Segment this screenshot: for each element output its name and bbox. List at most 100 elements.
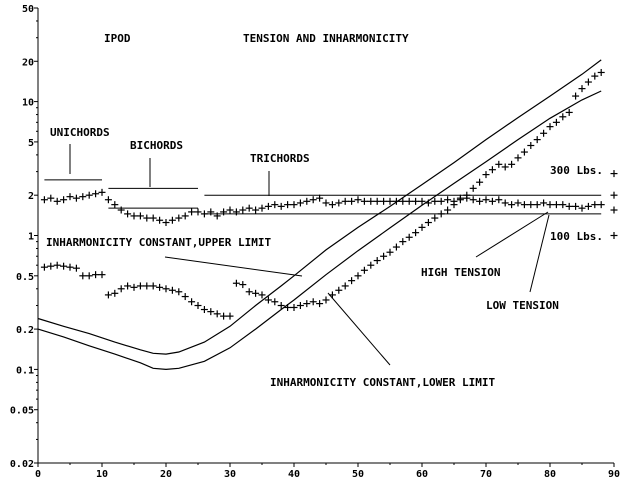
data-point	[335, 199, 343, 207]
data-point	[514, 199, 522, 207]
data-point	[124, 210, 132, 218]
data-point	[136, 212, 144, 220]
data-point	[168, 286, 176, 294]
data-point	[482, 171, 490, 179]
y-tick-label: 10	[22, 98, 34, 109]
leader-lower-limit	[327, 292, 391, 366]
data-point	[610, 170, 618, 178]
x-tick-label: 50	[352, 469, 364, 480]
y-tick-label: 0.1	[16, 365, 34, 376]
data-point	[412, 229, 420, 237]
data-point	[264, 202, 272, 210]
data-point	[328, 201, 336, 209]
annotation-leader-lines	[69, 144, 550, 366]
label-low-tension: LOW TENSION	[486, 299, 559, 312]
y-tick-label: 5	[28, 138, 34, 149]
data-point	[540, 199, 548, 207]
data-point	[207, 308, 215, 316]
leader-upper-limit	[164, 256, 303, 277]
data-point	[188, 208, 196, 216]
label-100-lbs: 100 Lbs.	[550, 230, 603, 243]
data-point	[130, 283, 138, 291]
data-point	[354, 272, 362, 280]
data-point	[386, 197, 394, 205]
data-point	[104, 196, 112, 204]
data-point	[527, 201, 535, 209]
data-point	[508, 160, 516, 168]
data-point	[47, 262, 55, 270]
x-tick-label: 10	[96, 469, 108, 480]
data-point	[437, 210, 445, 218]
data-point	[469, 196, 477, 204]
data-point	[162, 285, 170, 293]
data-point	[360, 197, 368, 205]
data-point	[258, 291, 266, 299]
data-point	[117, 206, 125, 214]
data-point	[72, 264, 80, 272]
data-point	[610, 232, 618, 239]
data-point	[85, 191, 93, 199]
data-point	[578, 85, 586, 93]
data-point	[252, 289, 260, 297]
data-point	[584, 78, 592, 86]
data-point	[258, 204, 266, 212]
data-point	[508, 201, 516, 209]
data-point	[149, 214, 157, 222]
data-point	[188, 298, 196, 306]
data-point	[271, 298, 279, 306]
data-point	[111, 201, 119, 209]
data-point	[527, 142, 535, 150]
data-point	[149, 282, 157, 290]
data-point	[584, 202, 592, 210]
data-point	[284, 303, 292, 311]
data-point	[424, 219, 432, 227]
data-point	[424, 199, 432, 207]
data-point	[610, 206, 618, 214]
data-point	[399, 197, 407, 205]
data-point	[98, 188, 106, 196]
data-point	[53, 261, 61, 269]
limit-curves	[37, 59, 602, 371]
data-point	[124, 282, 132, 290]
data-point	[520, 148, 528, 156]
label-bichords: BICHORDS	[130, 139, 183, 152]
data-point	[79, 193, 87, 201]
data-point	[482, 196, 490, 204]
data-point	[296, 302, 304, 310]
data-point	[40, 263, 48, 271]
data-point	[239, 281, 247, 289]
chart-title: TENSION AND INHARMONICITY	[243, 32, 409, 45]
data-point	[309, 298, 317, 306]
label-unichords: UNICHORDS	[50, 126, 110, 139]
data-point	[520, 201, 528, 209]
data-point	[252, 206, 260, 214]
data-point	[85, 272, 93, 280]
data-point	[303, 300, 311, 308]
data-point	[444, 196, 452, 204]
chart-subtitle: IPOD	[104, 32, 131, 45]
data-point	[488, 197, 496, 205]
data-point	[386, 248, 394, 256]
data-point	[181, 212, 189, 220]
y-tick-label: 0.05	[10, 406, 34, 417]
data-point	[360, 266, 368, 274]
data-point	[168, 216, 176, 224]
label-lower-limit: INHARMONICITY CONSTANT,LOWER LIMIT	[270, 376, 496, 389]
data-point	[213, 310, 221, 318]
data-point	[405, 233, 413, 241]
data-point	[373, 197, 381, 205]
data-point	[207, 208, 215, 216]
y-tick-label: 50	[22, 4, 34, 15]
data-point	[335, 286, 343, 294]
data-point	[271, 201, 279, 209]
data-point	[476, 178, 484, 186]
x-tick-label: 90	[608, 469, 620, 480]
data-point	[143, 282, 151, 290]
data-point	[194, 302, 202, 310]
data-point	[354, 196, 362, 204]
data-point	[66, 263, 74, 271]
data-point	[296, 199, 304, 207]
label-300-lbs: 300 Lbs.	[550, 164, 603, 177]
data-point	[162, 219, 170, 227]
data-point	[194, 208, 202, 216]
